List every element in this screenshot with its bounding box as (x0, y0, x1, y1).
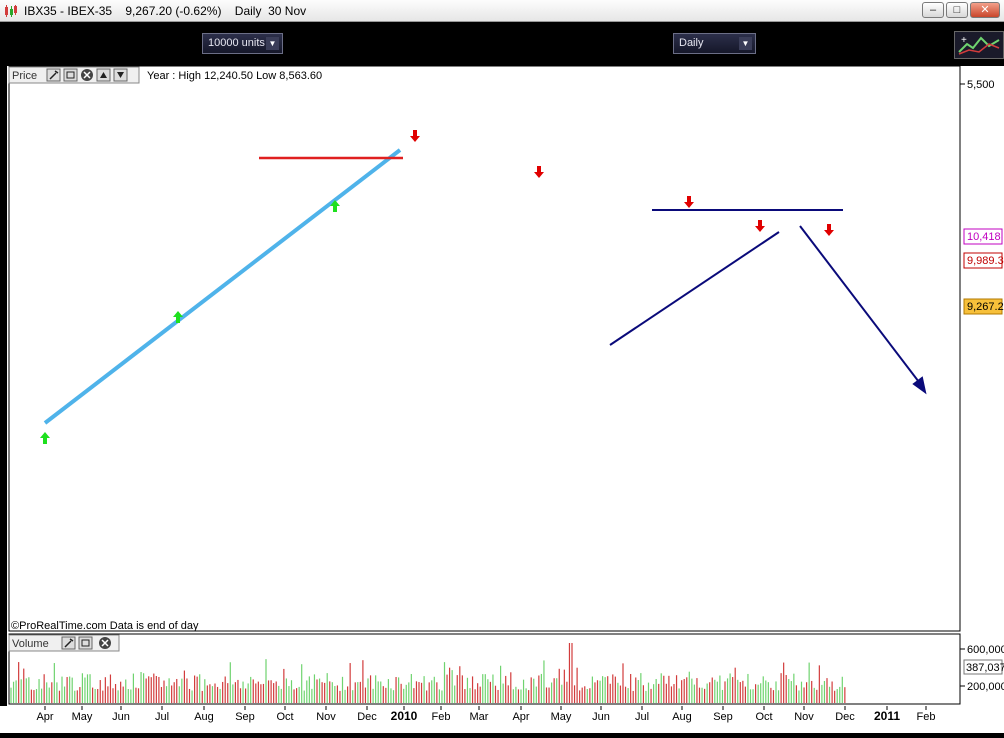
add-indicator-icon[interactable]: + (954, 31, 1004, 59)
volume-axis: 600,000 200,000 (960, 644, 1004, 693)
x-tick-label: May (72, 711, 93, 723)
x-tick-label: Sep (235, 711, 255, 723)
volume-tick-label: 200,000 (967, 681, 1004, 693)
x-tick-label: 2010 (391, 709, 418, 723)
price-tick-label: 5,500 (967, 79, 995, 91)
period-value: Daily (679, 37, 704, 49)
volume-bars (10, 643, 846, 703)
x-tick-label: Nov (794, 711, 814, 723)
units-value: 10000 units (208, 37, 265, 49)
price-badge-label: 10,418 (967, 231, 1001, 243)
sell-signal-arrow-icon (824, 224, 834, 236)
x-tick-label: Jul (635, 711, 649, 723)
chevron-down-icon: ▼ (739, 37, 752, 50)
target-arrowhead-icon (912, 376, 927, 395)
window-icon[interactable] (63, 68, 78, 82)
price-badge-box (963, 298, 1003, 315)
chart-area: 13,50012,50011,50010,5009,5009,0008,5008… (7, 65, 1004, 706)
x-tick-label: Feb (432, 711, 451, 723)
x-tick-label: Apr (512, 711, 529, 723)
x-tick-label: May (551, 711, 572, 723)
x-tick-label: Sep (713, 711, 733, 723)
x-tick-label: Dec (835, 711, 855, 723)
x-tick-label: Feb (917, 711, 936, 723)
properties-wrench-icon[interactable] (61, 636, 76, 650)
price-panel-label: Price (12, 70, 37, 82)
x-tick-label: Aug (194, 711, 214, 723)
x-axis: Apr May Jun Jul Aug Sep Oct Nov Dec 2010 Feb Mar Apr… (36, 706, 936, 723)
window-title: IBX35 - IBEX-35 9,267.20 (-0.62%) Daily … (24, 4, 307, 18)
chart-toolbar: 10000 units ▼ Daily ▼ + (0, 22, 1004, 64)
price-badge-box (963, 252, 1003, 269)
target-arrow-line (799, 225, 923, 387)
signal-arrows (40, 130, 834, 444)
minimize-button[interactable]: – (922, 2, 944, 18)
x-tick-label: Aug (672, 711, 692, 723)
window-titlebar: IBX35 - IBEX-35 9,267.20 (-0.62%) Daily … (0, 0, 1004, 22)
window-icon[interactable] (78, 636, 93, 650)
buy-signal-arrow-icon (330, 200, 340, 212)
x-tick-label: Jun (592, 711, 610, 723)
buy-signal-arrow-icon (173, 311, 183, 323)
chart-svg: 13,50012,50011,50010,5009,5009,0008,5008… (8, 65, 1004, 705)
sell-signal-arrow-icon (534, 166, 544, 178)
move-up-icon[interactable] (96, 68, 111, 82)
x-tick-label: Nov (316, 711, 336, 723)
year-high-low-info: Year : High 12,240.50 Low 8,563.60 (147, 70, 322, 82)
price-badge-label: 9,989.3 (967, 255, 1004, 267)
x-tick-label: Oct (276, 711, 293, 723)
x-axis-bar: Apr May Jun Jul Aug Sep Oct Nov Dec 2010 Feb Mar Apr… (0, 706, 1004, 733)
x-tick-label: Jul (155, 711, 169, 723)
x-tick-label: Apr (36, 711, 53, 723)
units-select[interactable]: 10000 units ▼ (202, 33, 283, 54)
x-tick-label: Mar (470, 711, 489, 723)
chevron-down-icon: ▼ (266, 37, 279, 50)
sell-signal-arrow-icon (684, 196, 694, 208)
volume-panel-label: Volume (12, 638, 49, 650)
support-trendline-dark (609, 231, 780, 346)
volume-tick-label: 600,000 (967, 644, 1004, 656)
sell-signal-arrow-icon (410, 130, 420, 142)
x-tick-label: 2011 (874, 709, 900, 723)
close-button[interactable]: ✕ (970, 2, 1000, 18)
x-tick-label: Dec (357, 711, 377, 723)
close-panel-icon[interactable] (81, 69, 93, 81)
uptrend-line-light (43, 148, 402, 425)
price-panel (8, 65, 961, 632)
move-down-icon[interactable] (113, 68, 128, 82)
maximize-button[interactable]: □ (946, 2, 968, 18)
period-select[interactable]: Daily ▼ (673, 33, 756, 54)
price-badge-box (963, 228, 1003, 245)
buy-signal-arrow-icon (40, 432, 50, 444)
candlestick-app-icon (5, 5, 17, 17)
sell-signal-arrow-icon (755, 220, 765, 232)
x-tick-label: Oct (755, 711, 772, 723)
data-source-footer: ©ProRealTime.com Data is end of day (11, 620, 199, 632)
volume-last-badge: 387,037 (966, 662, 1004, 674)
volume-last-badge-box (963, 659, 1003, 675)
svg-text:+: + (961, 35, 967, 46)
price-badge-label: 9,267.2 (967, 301, 1004, 313)
properties-wrench-icon[interactable] (46, 68, 61, 82)
close-panel-icon[interactable] (99, 637, 111, 649)
price-axis: 13,50012,50011,50010,5009,5009,0008,5008… (960, 79, 995, 91)
price-badges: 10,418 9,989.3 9,267.2 (963, 228, 1004, 315)
x-tick-label: Jun (112, 711, 130, 723)
